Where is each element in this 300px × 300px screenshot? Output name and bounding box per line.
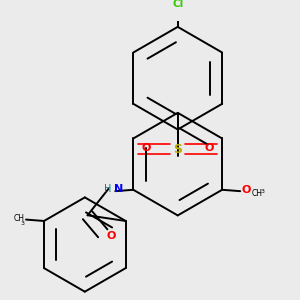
Text: 3: 3	[260, 189, 264, 194]
Text: H: H	[104, 184, 112, 194]
Text: O: O	[204, 143, 214, 153]
Text: O: O	[142, 143, 151, 153]
Text: O: O	[242, 185, 251, 195]
Text: N: N	[114, 184, 123, 194]
Text: 3: 3	[21, 221, 25, 226]
Text: Cl: Cl	[172, 0, 183, 9]
Text: S: S	[173, 143, 182, 156]
Text: CH: CH	[252, 189, 263, 198]
Text: CH: CH	[14, 214, 25, 223]
Text: O: O	[106, 231, 116, 241]
